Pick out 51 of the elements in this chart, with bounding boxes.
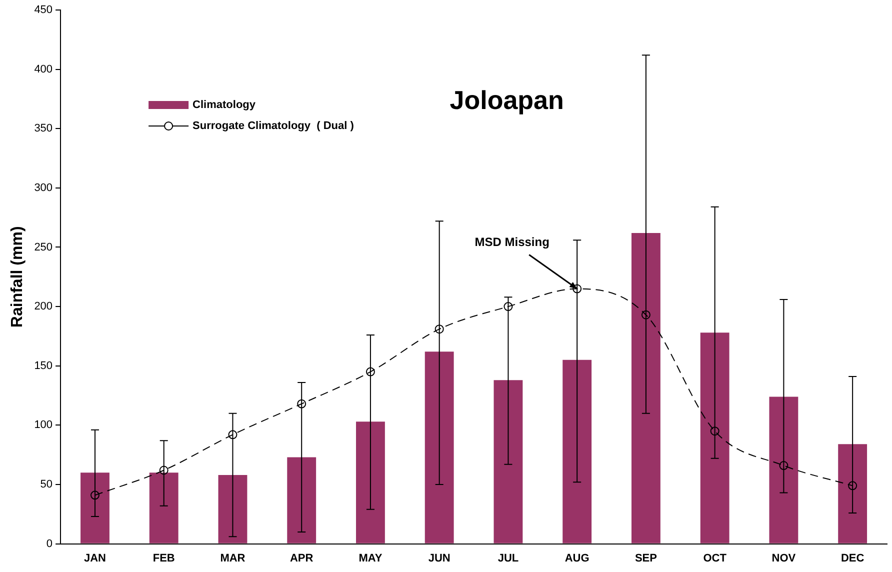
x-tick-label: MAY [358, 552, 383, 564]
legend-label: Surrogate Climatology ( Dual ) [192, 120, 354, 132]
y-tick-label: 50 [40, 478, 53, 491]
x-tick-label: NOV [772, 552, 796, 564]
y-tick-label: 250 [34, 241, 53, 254]
bar [562, 360, 592, 544]
x-tick-label: AUG [564, 552, 590, 564]
bar [424, 352, 454, 544]
x-tick-label: APR [290, 552, 314, 564]
x-tick-label: JAN [84, 552, 106, 564]
y-axis-title: Rainfall (mm) [9, 226, 26, 328]
y-tick-label: 100 [34, 419, 53, 432]
point [779, 461, 788, 470]
bar [700, 332, 730, 544]
bar [218, 475, 248, 544]
point [504, 302, 513, 312]
point [366, 367, 375, 376]
legend-label: Climatology [192, 99, 256, 112]
y-tick-label: 150 [34, 360, 53, 372]
bar [494, 380, 523, 544]
bar [631, 233, 660, 544]
x-tick-label: JUN [428, 552, 450, 564]
point [641, 310, 650, 320]
x-tick-label: SEP [634, 552, 657, 564]
bar [80, 472, 110, 544]
x-tick-label: JUL [498, 552, 519, 564]
point [297, 399, 306, 408]
point [159, 466, 168, 475]
point [228, 430, 238, 440]
bar [287, 457, 316, 544]
point [848, 481, 858, 490]
y-tick-label: 450 [34, 4, 53, 16]
y-tick-label: 0 [46, 538, 53, 550]
x-tick-label: DEC [840, 552, 864, 564]
x-tick-label: OCT [703, 552, 727, 564]
bar [356, 422, 385, 544]
point [434, 324, 444, 334]
bar [838, 444, 868, 544]
bar [149, 472, 178, 544]
y-tick-label: 350 [34, 122, 53, 135]
bar [769, 396, 798, 544]
point [710, 426, 720, 436]
point [572, 284, 582, 294]
y-tick-label: 200 [34, 300, 53, 313]
y-tick-label: 400 [34, 63, 53, 76]
annotation: MSD Missing [474, 235, 550, 250]
y-tick-label: 300 [34, 182, 53, 194]
x-tick-label: MAR [220, 552, 246, 564]
point [90, 490, 100, 500]
x-tick-label: FEB [152, 552, 175, 564]
text: Joloapan [450, 85, 564, 116]
